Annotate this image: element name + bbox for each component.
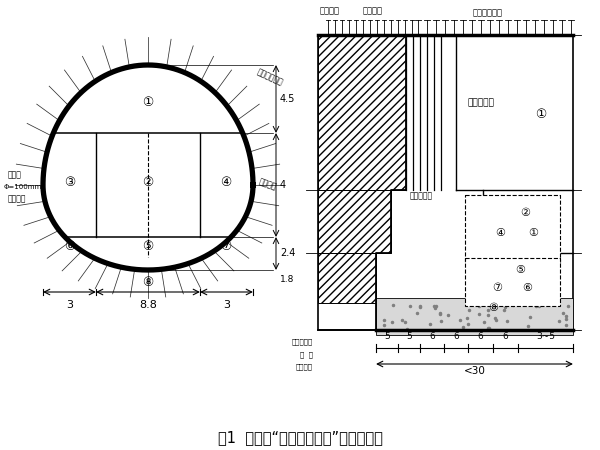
Text: ②: ②: [520, 208, 530, 218]
Text: ⑦: ⑦: [492, 283, 502, 293]
Text: 系统锚喷支护: 系统锚喷支护: [255, 67, 284, 87]
Text: 钢架未示全: 钢架未示全: [468, 98, 495, 107]
Text: ⑧: ⑧: [142, 276, 154, 289]
Bar: [465, 195, 560, 263]
Text: 混凝土结构: 混凝土结构: [292, 338, 313, 345]
Text: ①: ①: [528, 228, 538, 238]
Text: 超前支护: 超前支护: [258, 177, 278, 192]
Text: ②: ②: [142, 176, 154, 189]
Text: 图1  河底段“三台阶七步法”施工步序图: 图1 河底段“三台阶七步法”施工步序图: [218, 431, 382, 446]
Text: 2.4: 2.4: [280, 248, 295, 258]
Text: 8.8: 8.8: [139, 300, 157, 310]
Text: 6: 6: [478, 332, 484, 341]
Text: ⑤: ⑤: [142, 240, 154, 253]
Text: ④: ④: [495, 228, 505, 238]
Text: ⑤: ⑤: [515, 265, 525, 275]
Text: 6: 6: [453, 332, 459, 341]
Text: 初期支护: 初期支护: [296, 363, 313, 369]
Text: 4: 4: [280, 180, 286, 190]
Text: 5: 5: [384, 332, 390, 341]
Text: 光管棚: 光管棚: [8, 170, 22, 179]
Text: ④: ④: [220, 176, 232, 189]
Text: 3: 3: [66, 300, 73, 310]
Text: ①: ①: [142, 96, 154, 109]
Bar: [318, 35, 573, 330]
Text: ③: ③: [64, 176, 76, 189]
Text: 初  支: 初 支: [300, 351, 313, 358]
Bar: [376, 298, 573, 335]
Text: 系统锚杆: 系统锚杆: [8, 194, 26, 203]
Text: 系统后的锚杆: 系统后的锚杆: [473, 8, 503, 17]
Text: 初期支护: 初期支护: [363, 6, 383, 15]
Text: 3: 3: [223, 300, 230, 310]
Text: 1.8: 1.8: [280, 275, 295, 284]
Bar: [465, 258, 560, 306]
Text: ⑧: ⑧: [488, 303, 498, 313]
Text: 初喷混凝土: 初喷混凝土: [410, 191, 433, 200]
Text: 5: 5: [406, 332, 412, 341]
Text: 4.5: 4.5: [280, 94, 295, 104]
Bar: [318, 253, 376, 303]
Text: ⑥: ⑥: [64, 240, 76, 253]
Text: ⑦: ⑦: [220, 240, 232, 253]
Text: 6: 6: [503, 332, 508, 341]
Text: Φ=100mm: Φ=100mm: [4, 184, 42, 190]
Text: ①: ①: [535, 108, 547, 122]
Text: <30: <30: [464, 366, 485, 376]
Text: 3~5: 3~5: [536, 332, 555, 341]
Text: 二次衬砌: 二次衬砌: [320, 6, 340, 15]
Bar: [318, 35, 406, 190]
Text: ⑥: ⑥: [522, 283, 532, 293]
Text: 6: 6: [429, 332, 435, 341]
Bar: [318, 190, 391, 253]
